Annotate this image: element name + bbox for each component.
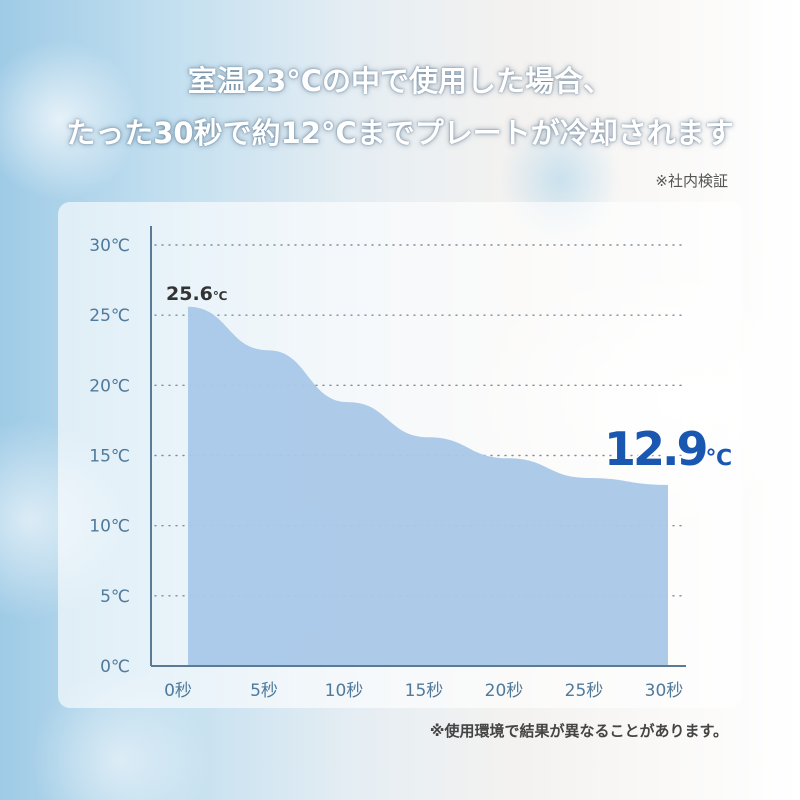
headline-line-1: 室温23°Cの中で使用した場合、: [187, 64, 613, 98]
end-value-label: 12.9℃: [604, 422, 732, 476]
y-tick-label: 10℃: [89, 517, 130, 537]
y-tick-label: 25℃: [89, 306, 130, 326]
y-tick-label: 30℃: [89, 236, 130, 256]
headline-line-2: たった30秒で約12°Cまでプレートが冷却されます: [66, 116, 734, 150]
x-tick-label: 30秒: [645, 681, 684, 701]
start-value-label: 25.6℃: [166, 283, 227, 305]
x-tick-label: 5秒: [250, 681, 278, 701]
y-tick-label: 0℃: [100, 657, 130, 677]
x-tick-label: 20秒: [485, 681, 524, 701]
in-house-test-note: ※社内検証: [655, 172, 728, 190]
x-tick-label: 15秒: [405, 681, 444, 701]
y-tick-label: 15℃: [89, 447, 130, 467]
x-tick-label: 25秒: [565, 681, 604, 701]
y-tick-label: 5℃: [100, 587, 130, 607]
y-tick-label: 20℃: [89, 376, 130, 396]
x-tick-label: 0秒: [164, 681, 192, 701]
x-tick-label: 10秒: [325, 681, 364, 701]
temperature-area: [188, 306, 668, 666]
footnote: ※使用環境で結果が異なることがあります。: [429, 722, 728, 740]
